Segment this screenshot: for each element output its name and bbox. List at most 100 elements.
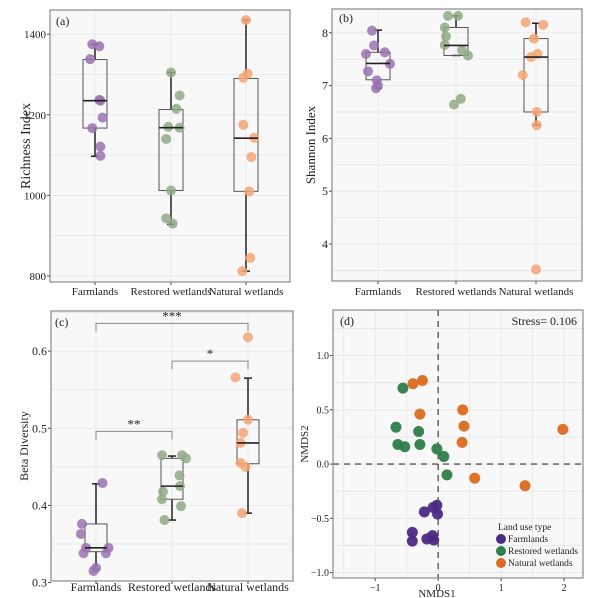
significance-bracket [95,322,249,332]
panel-b-ylabel: Shannon Index [303,105,318,184]
data-point [238,427,248,438]
y-tick-label: 6 [322,131,328,145]
y-tick-label: −0.5 [311,514,329,525]
data-point [463,50,473,61]
data-point [166,185,176,196]
panel-d-ylabel: NMDS2 [299,425,311,462]
x-category-label: Natural wetlands [499,286,574,298]
data-point [519,480,531,492]
data-point [406,526,418,538]
data-point [531,264,541,275]
data-point [95,150,106,161]
y-tick-label: 0.0 [317,460,330,471]
data-point [363,66,373,77]
x-tick-label: 0 [436,583,441,594]
data-point [458,420,470,432]
data-point [159,515,170,526]
data-point [538,19,549,30]
data-point [244,186,255,197]
data-point [240,461,251,472]
data-point [439,22,450,33]
data-point [517,70,528,81]
significance-bracket [95,430,173,440]
y-tick-label: 0.3 [32,576,47,590]
panel-a-background [50,10,290,282]
data-point [456,436,468,448]
data-point [161,133,172,144]
panel-label: (b) [339,11,353,25]
data-point [406,535,418,547]
panel-c-beta: Beta Diversity ******0.30.40.50.6Farmlan… [17,308,294,594]
legend-swatch [496,558,506,568]
data-point [167,218,178,229]
y-tick-label: 1400 [24,29,47,41]
y-tick-label: 7 [322,79,328,93]
data-point [97,478,108,489]
x-tick-label: 1 [499,583,504,594]
data-point [241,15,251,26]
data-point [237,266,248,277]
data-point [176,501,186,512]
x-category-label: Farmlands [71,580,122,594]
data-point [238,72,249,83]
significance-bracket [171,360,249,370]
data-point [413,426,425,438]
data-point [449,99,459,110]
data-point [174,470,185,481]
data-point [78,548,89,559]
data-point [414,439,426,451]
panel-label: (a) [56,14,69,28]
data-point [431,443,443,455]
data-point [416,375,428,387]
x-category-label: Natural wetlands [207,580,289,594]
y-tick-label: 4 [322,237,328,251]
data-point [441,469,453,481]
panel-d-frame [332,309,584,579]
significance-label: ** [128,416,141,431]
y-tick-label: 8 [322,26,328,40]
x-tick-label: 2 [562,583,567,594]
data-point [457,404,469,416]
x-category-label: Restored wetlands [131,286,212,298]
legend-label: Natural wetlands [508,559,573,569]
data-point [399,441,411,453]
data-point [163,121,174,132]
y-tick-label: 0.4 [32,498,47,512]
data-point [245,252,256,263]
data-point [432,508,444,520]
data-point [246,152,257,163]
data-point [428,534,440,546]
data-point [174,90,185,101]
data-point [443,10,453,21]
y-tick-label: 0.6 [32,344,47,358]
data-point [243,414,253,425]
panel-a-frame [49,9,291,283]
data-point [390,421,402,433]
y-tick-label: 0.5 [32,421,47,435]
data-point [557,423,569,435]
data-point [237,508,247,519]
data-point [453,10,463,21]
y-tick-label: 5 [322,184,328,198]
data-point [166,67,176,78]
data-point [158,486,168,497]
data-point [407,378,419,390]
data-point [379,47,390,58]
panel-a-richness: Richness Index 800 1000 1200 1400 Farmlands R… [19,9,291,298]
data-point [181,453,191,464]
panel-d-nmds: NMDS2 NMDS1 −1 0 1 2 −1.0 −0.5 0.0 0.5 1.0 Stress… [299,309,584,598]
data-point [77,518,87,529]
x-category-label: Restored wetlands [416,286,497,298]
x-category-label: Natural wetlands [209,286,284,298]
data-point [520,17,531,28]
data-point [94,41,105,52]
data-point [367,25,377,36]
data-point [529,33,539,44]
x-category-label: Farmlands [355,286,401,298]
legend-title: Land use type [498,523,551,533]
data-point [95,141,106,152]
panel-c-ylabel: Beta Diversity [17,411,31,481]
panel-b-shannon: Shannon Index 4 5 6 7 8 Farmlands Restored wet… [303,8,583,298]
legend-swatch [496,546,506,556]
data-point [441,31,451,42]
